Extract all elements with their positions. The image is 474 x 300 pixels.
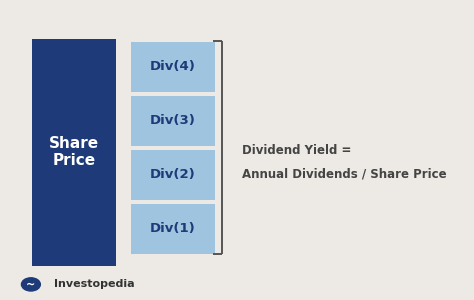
Text: Dividend Yield =: Dividend Yield = (243, 143, 352, 157)
Bar (131, 204, 215, 254)
Text: Annual Dividends / Share Price: Annual Dividends / Share Price (243, 167, 447, 181)
Circle shape (21, 278, 40, 291)
Text: Div(2): Div(2) (150, 168, 196, 181)
Text: Share
Price: Share Price (49, 136, 99, 168)
Text: Investopedia: Investopedia (54, 279, 134, 290)
Bar (32, 39, 116, 266)
Text: Div(3): Div(3) (150, 114, 196, 127)
Text: ~: ~ (26, 279, 36, 290)
Text: Div(4): Div(4) (150, 60, 196, 73)
Bar (131, 42, 215, 92)
Text: Div(1): Div(1) (150, 222, 196, 235)
Bar (131, 96, 215, 146)
Bar (131, 150, 215, 200)
